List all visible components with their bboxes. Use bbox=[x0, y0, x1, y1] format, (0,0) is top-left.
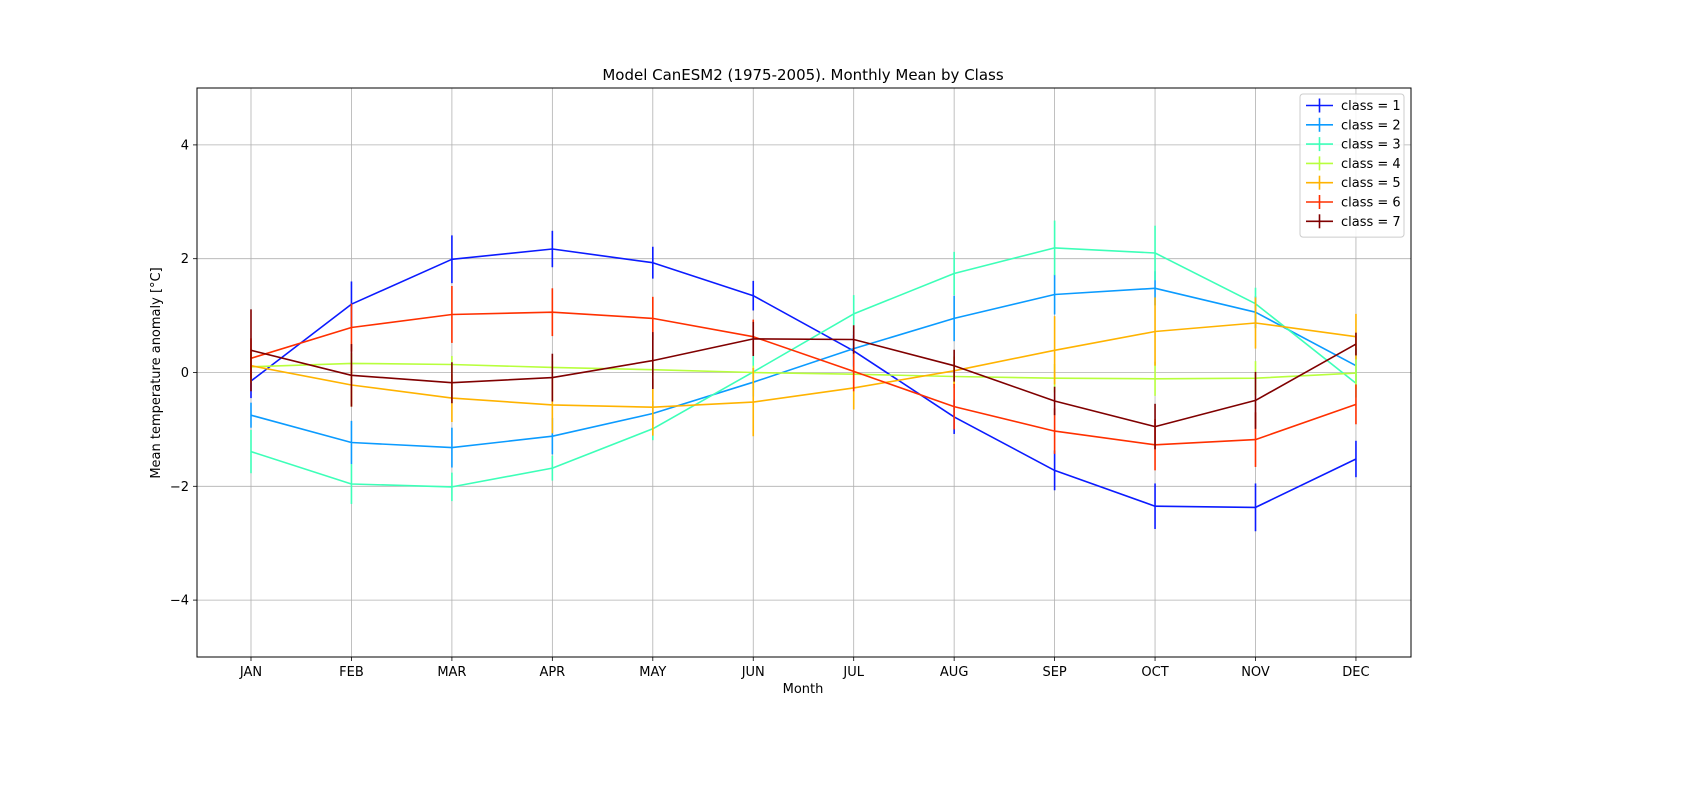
x-tick-label: DEC bbox=[1342, 665, 1369, 680]
x-tick-label: OCT bbox=[1141, 665, 1168, 680]
x-tick-label: MAY bbox=[639, 665, 666, 680]
legend-entry: class = 2 bbox=[1306, 117, 1401, 133]
legend-entry: class = 1 bbox=[1306, 98, 1401, 114]
x-tick-label: NOV bbox=[1241, 665, 1270, 680]
y-tick-label: 2 bbox=[181, 252, 189, 267]
series-line bbox=[250, 362, 1357, 380]
y-tick-label: −4 bbox=[170, 594, 189, 609]
x-tick-label: JAN bbox=[239, 665, 262, 680]
x-tick-label: APR bbox=[539, 665, 565, 680]
legend-label: class = 2 bbox=[1341, 118, 1401, 133]
series-line bbox=[250, 247, 1357, 488]
x-tick-label: SEP bbox=[1042, 665, 1066, 680]
series-line bbox=[250, 338, 1357, 428]
x-tick-label: FEB bbox=[339, 665, 364, 680]
legend: class = 1 class = 2 class = 3 class = 4 clas… bbox=[1299, 93, 1405, 238]
legend-entry: class = 7 bbox=[1306, 214, 1401, 230]
series-line bbox=[250, 248, 1357, 509]
series-line bbox=[250, 287, 1357, 449]
legend-label: class = 4 bbox=[1341, 157, 1401, 172]
series-line bbox=[250, 311, 1357, 446]
legend-entry: class = 3 bbox=[1306, 137, 1401, 153]
legend-entry: class = 6 bbox=[1306, 195, 1401, 211]
chart-title: Model CanESM2 (1975-2005). Monthly Mean … bbox=[602, 66, 1004, 84]
x-tick-label: JUN bbox=[741, 665, 765, 680]
y-tick-label: 4 bbox=[181, 138, 189, 153]
legend-label: class = 7 bbox=[1341, 215, 1401, 230]
x-tick-label: MAR bbox=[437, 665, 466, 680]
series-line bbox=[250, 322, 1357, 409]
axes: JAN FEB MAR APR MAY JUN JUL AUG SEP OCT NOV DEC −4 −2… bbox=[170, 138, 1370, 680]
series-7 bbox=[250, 309, 1357, 450]
series-layer bbox=[250, 220, 1357, 532]
legend-label: class = 1 bbox=[1341, 99, 1401, 114]
y-tick-label: 0 bbox=[181, 366, 189, 381]
legend-entry: class = 5 bbox=[1306, 175, 1401, 191]
legend-label: class = 5 bbox=[1341, 176, 1401, 191]
legend-label: class = 3 bbox=[1341, 138, 1401, 153]
legend-label: class = 6 bbox=[1341, 196, 1401, 211]
x-axis-label: Month bbox=[783, 682, 824, 697]
y-tick-label: −2 bbox=[170, 480, 189, 495]
x-tick-label: JUL bbox=[842, 665, 864, 680]
x-tick-label: AUG bbox=[940, 665, 968, 680]
legend-entry: class = 4 bbox=[1306, 156, 1401, 172]
y-axis-label: Mean temperature anomaly [°C] bbox=[149, 267, 164, 478]
